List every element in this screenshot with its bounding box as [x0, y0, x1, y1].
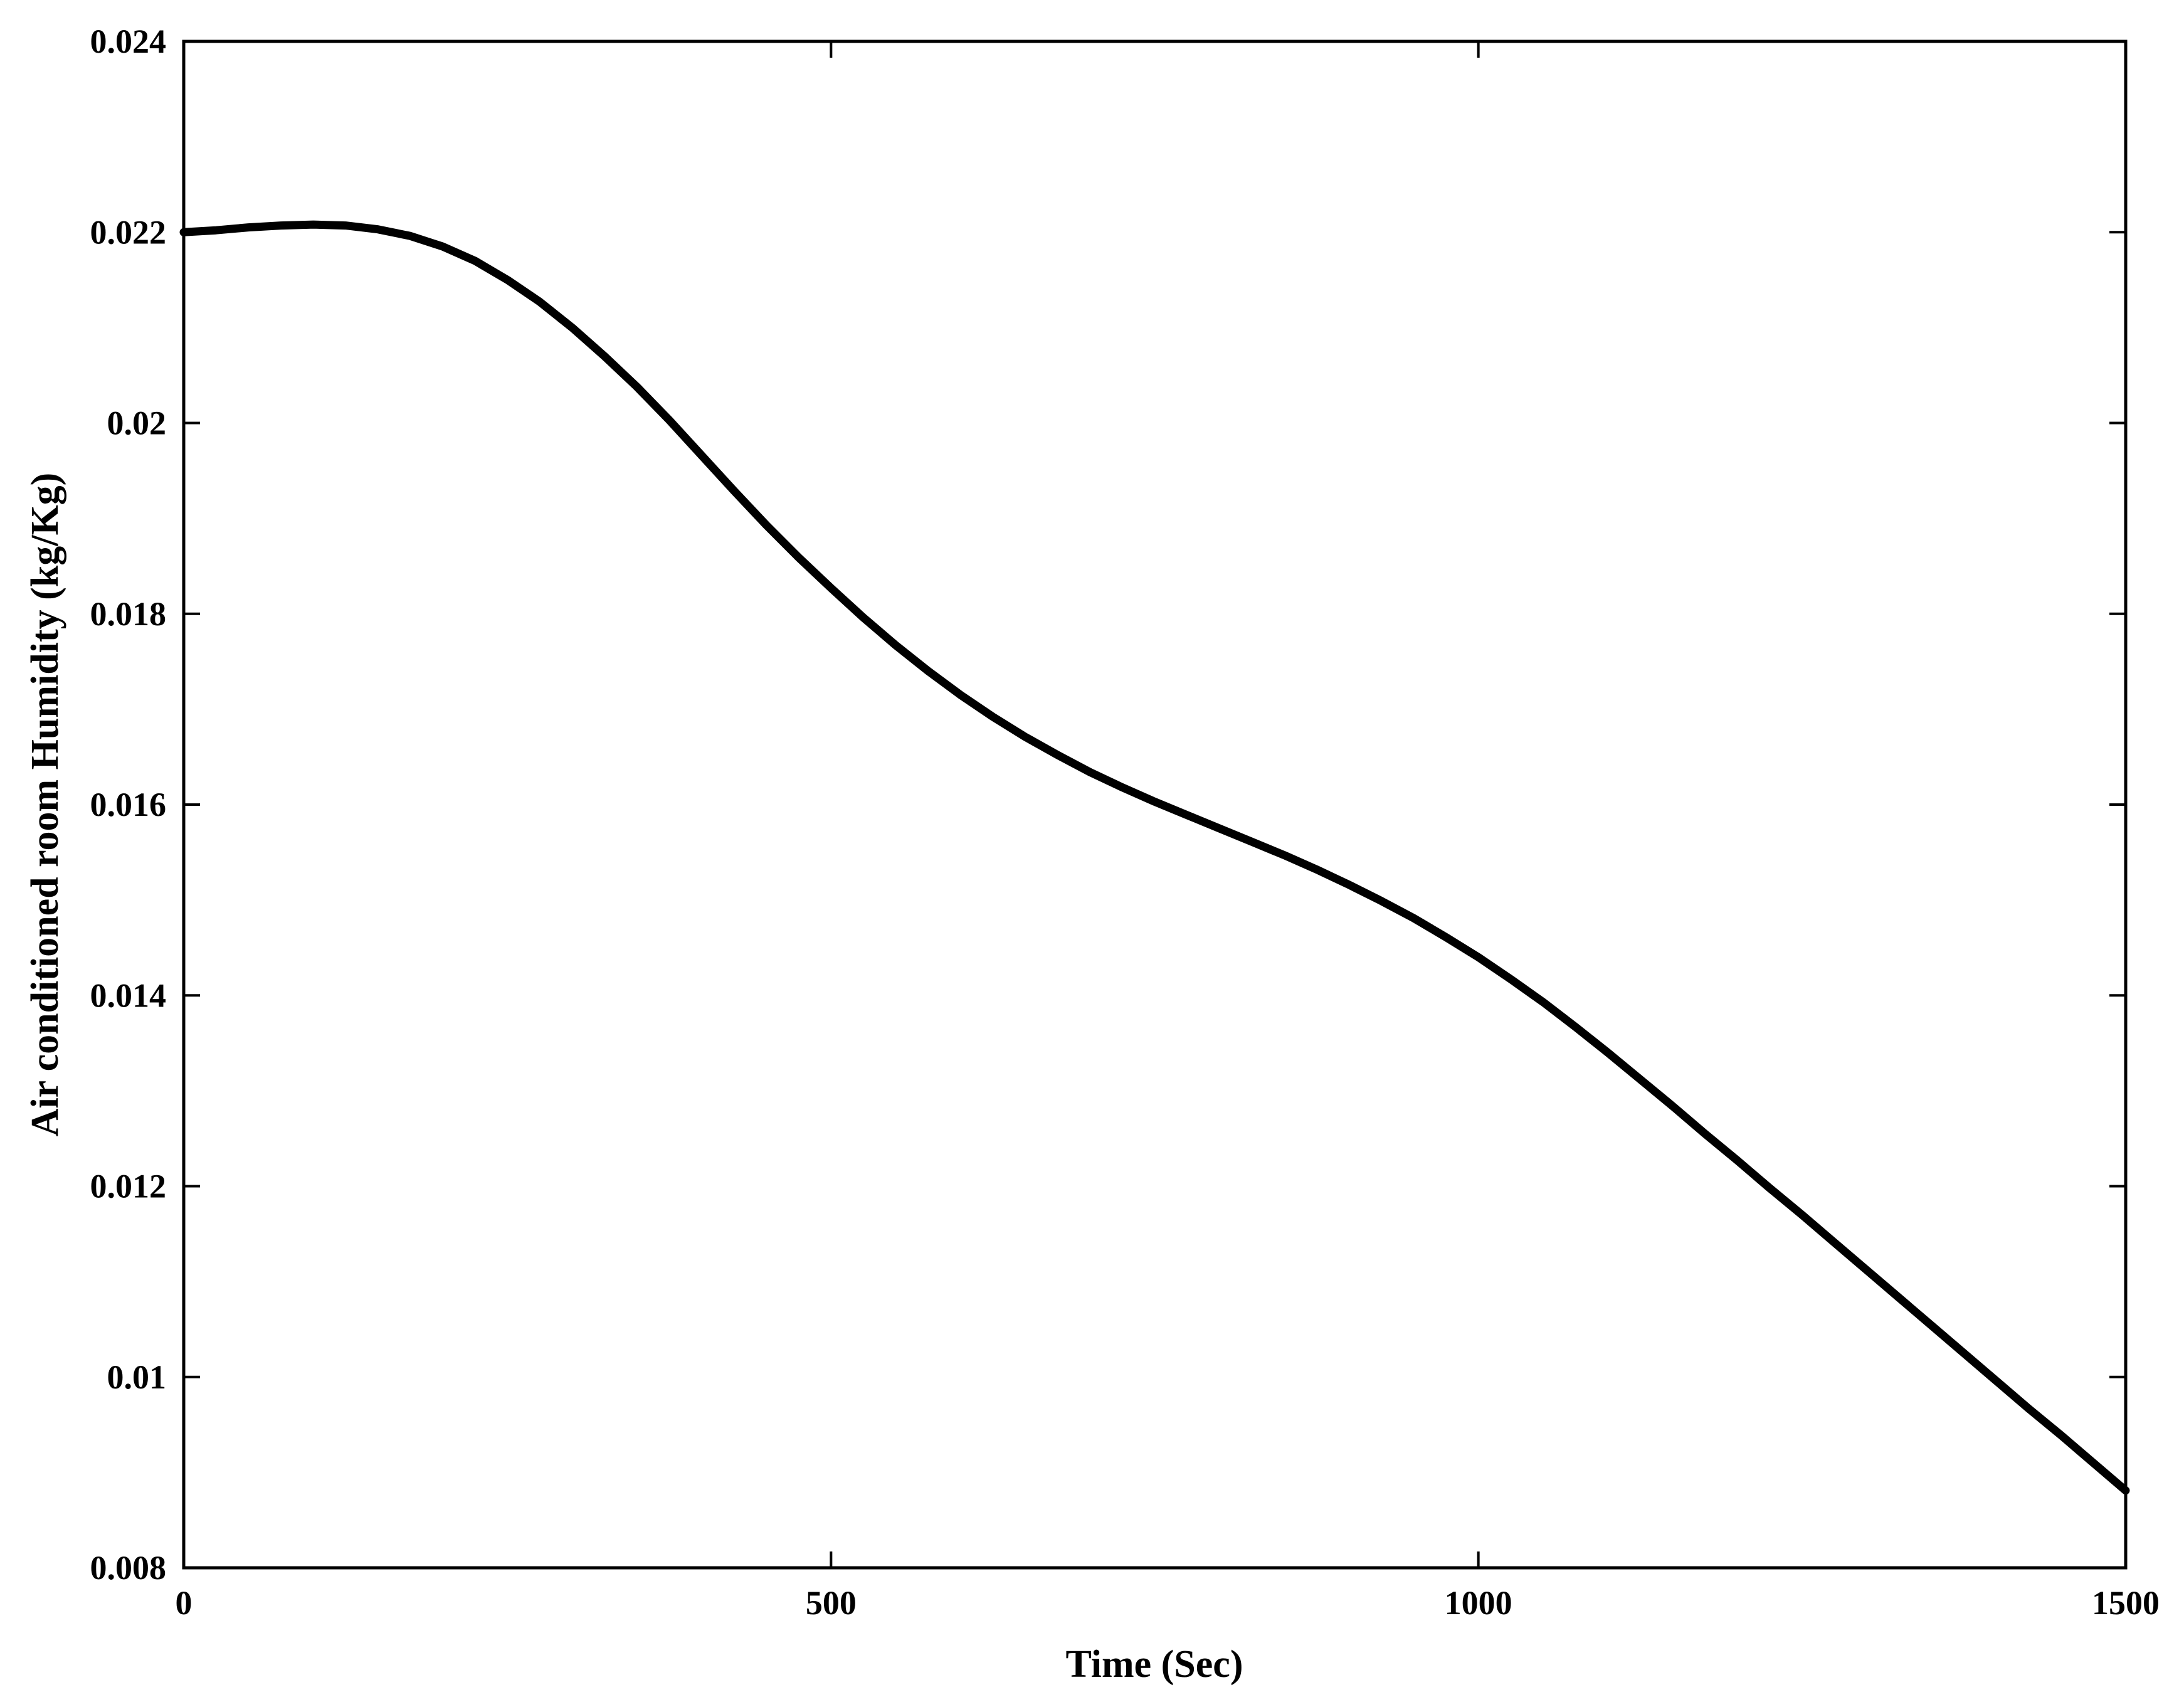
y-tick-label: 0.01	[107, 1358, 167, 1396]
x-tick-label: 1500	[2092, 1584, 2160, 1622]
ticks-layer	[182, 40, 2127, 1569]
x-tick-label: 1000	[1445, 1584, 1512, 1622]
y-axis-title: Air conditioned room Humidity (kg/Kg)	[24, 473, 66, 1137]
y-tick-label: 0.008	[90, 1549, 167, 1587]
y-tick-label: 0.022	[90, 213, 167, 251]
humidity-series-line	[179, 220, 2130, 1495]
x-axis-title: Time (Sec)	[1066, 1643, 1243, 1686]
y-tick-label: 0.024	[90, 23, 167, 60]
tick-labels-layer: 0 500 1000 1500 0.008 0.01 0.012 0.014 0.016 0.01…	[90, 23, 2160, 1622]
y-tick-label: 0.016	[90, 786, 167, 823]
y-tick-label: 0.018	[90, 595, 167, 633]
x-tick-label: 0	[176, 1584, 193, 1622]
x-tick-label: 500	[806, 1584, 857, 1622]
series-layer	[179, 220, 2130, 1495]
y-tick-label: 0.014	[90, 976, 167, 1014]
y-tick-label: 0.02	[107, 404, 167, 442]
y-tick-label: 0.012	[90, 1168, 167, 1205]
